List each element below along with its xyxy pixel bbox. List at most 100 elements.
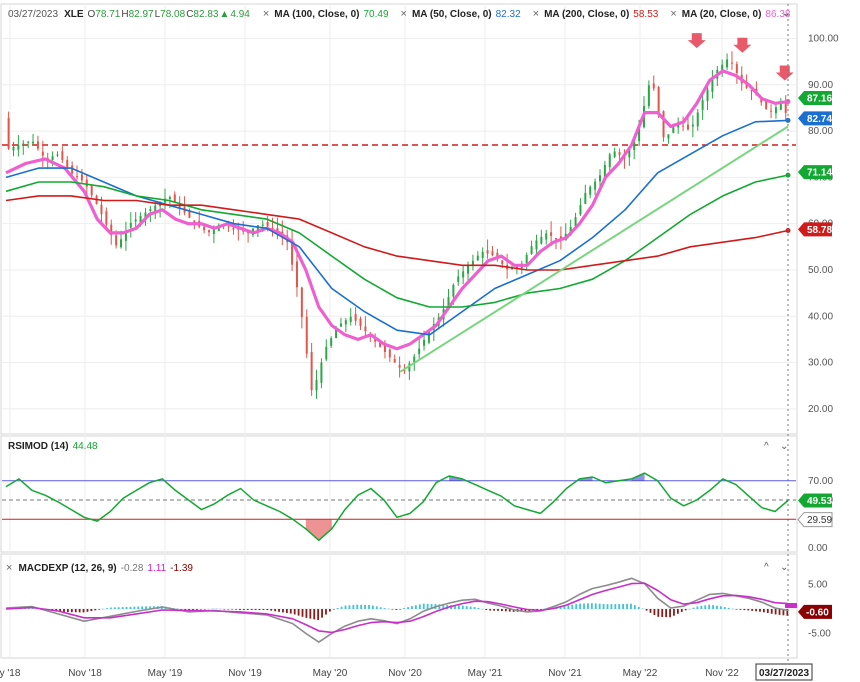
price-panel-frame [0,3,798,435]
rsi-lower-badge [797,512,833,528]
macd-histogram-bar [352,604,355,609]
macd-histogram-bar [78,609,81,613]
macd-histogram-bar [235,609,237,610]
candle-body [667,134,670,139]
macd-value-2: 1.11 [147,562,167,574]
macd-histogram-bar [129,606,132,609]
macd-histogram-bar [657,609,660,617]
candle-body [589,186,592,195]
rsi-collapse-icon[interactable]: ^ [764,441,769,452]
macd-menu-icon[interactable]: ⌄ [780,562,789,573]
candle-body [730,62,733,64]
candle-body [427,331,430,343]
macd-signal-line [5,582,789,634]
candle-body [579,205,582,215]
candle-body [647,85,650,107]
candle-body [774,107,777,114]
price-panel-menu-icon[interactable]: ⌄ [782,8,791,19]
candle-body [696,112,699,127]
macd-histogram-bar [759,609,761,612]
macd-histogram-bar [141,606,144,609]
macd-histogram-bar [747,609,750,611]
ma-100-legend[interactable]: × MA (100, Close, 0) 70.49 [263,8,389,20]
macd-histogram-bar [743,609,746,611]
candle-body [56,154,59,156]
candle-body [726,59,729,68]
price-tick-label: 40.00 [808,311,833,322]
rsi-oversold-fill [305,519,332,541]
macd-histogram-bar [395,609,398,610]
macd-histogram-bar [418,604,421,609]
candle-body [227,226,230,228]
candle-body [388,349,391,358]
macd-histogram-bar [371,605,374,609]
price-legend: 03/27/2023 XLE O 78.71 H 82.97 L 78.08 C 82.… [0,8,790,20]
candle-body [711,79,714,92]
candle-body [71,165,74,174]
macd-histogram-bar [266,609,269,611]
candle-body [657,87,660,113]
macd-histogram-bar [309,609,312,619]
macd-histogram-bar [86,609,89,612]
candle-body [672,127,675,133]
candle-body [115,235,118,246]
candle-body [686,124,689,130]
open-label: O [87,8,96,20]
macd-histogram-bar [305,609,308,618]
candle-body [545,233,548,240]
candle-body [598,175,601,182]
macd-histogram-bar [192,609,194,611]
macd-histogram-bar [430,603,433,609]
candle-body [144,212,147,218]
macd-histogram-bar [364,604,366,609]
x-tick-label: Nov '18 [68,668,102,679]
close-icon[interactable]: × [262,8,270,20]
candle-body [652,83,655,89]
macd-histogram-bar [708,604,711,609]
macd-histogram-bar [110,607,112,609]
x-tick-label: Nov '20 [388,668,422,679]
macd-histogram-bar [35,608,38,610]
candle-body [271,228,274,230]
macd-histogram-bar [587,603,589,609]
close-icon[interactable]: × [6,562,13,574]
rsi-menu-icon[interactable]: ⌄ [780,441,789,452]
macd-histogram-bar [336,608,339,609]
rsi-tick-label: 70.00 [808,476,833,487]
candle-body [36,141,39,149]
crosshair-date-box [755,663,813,681]
macd-collapse-icon[interactable]: ^ [764,562,769,573]
macd-histogram-bar [231,609,234,610]
close-icon[interactable]: × [670,8,677,20]
macd-histogram-bar [27,608,30,609]
macd-histogram-bar [571,604,574,609]
candle-body [413,356,416,364]
close-icon[interactable]: × [400,8,407,20]
close-icon[interactable]: × [532,8,540,20]
macd-histogram-bar [477,607,480,609]
ma-50-value: 82.32 [495,8,521,20]
candle-body [471,260,474,265]
macd-histogram-bar [67,609,69,613]
macd-histogram-bar [153,606,155,609]
ma-200-legend[interactable]: × MA (200, Close, 0) 58.53 [533,8,659,20]
macd-histogram-bar [774,609,777,615]
ma-200-line [5,195,789,271]
candle-body [364,326,367,332]
macd-histogram-bar [716,605,718,609]
ma-20-legend[interactable]: × MA (20, Close, 0) 86.38 [670,8,790,20]
macd-histogram-bar [778,609,781,615]
legend-symbol[interactable]: XLE [64,8,84,20]
macd-histogram-bar [493,609,495,611]
ma-20-line [5,69,789,351]
macd-histogram-bar [149,606,151,609]
candle-body [467,266,470,274]
macd-histogram-bar [227,609,230,610]
candle-body [22,143,25,146]
ma-50-legend[interactable]: × MA (50, Close, 0) 82.32 [401,8,521,20]
macd-histogram-bar [203,609,206,610]
candle-body [80,174,83,181]
candle-body [784,103,787,113]
macd-histogram-bar [102,608,104,610]
